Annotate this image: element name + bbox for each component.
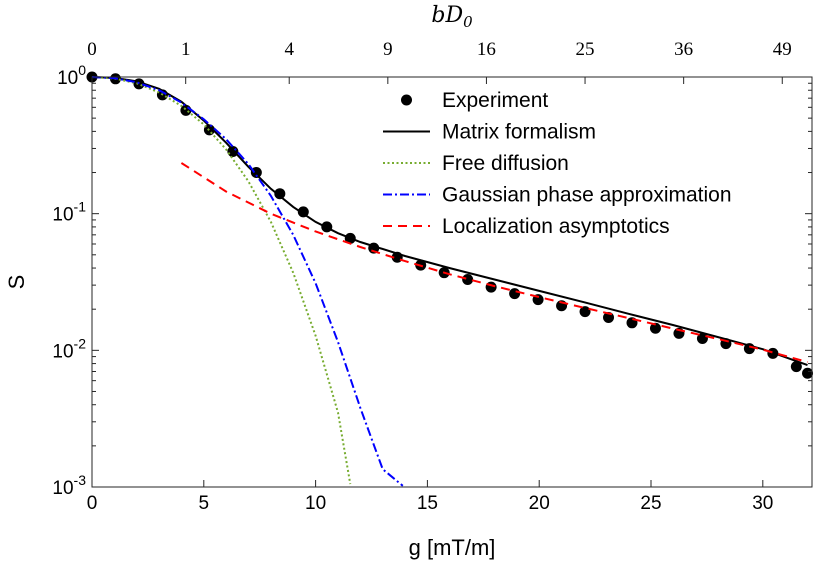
x-tick-label: 25 (640, 493, 661, 514)
series-layer (86, 71, 814, 487)
experiment-point (790, 361, 802, 373)
experiment-point (696, 333, 708, 345)
y-axis-title: S (4, 275, 29, 290)
y-tick-exp: -3 (74, 472, 87, 488)
y-tick-exp: -2 (74, 335, 87, 351)
y-tick-label: 100 (57, 62, 86, 89)
legend-label: Matrix formalism (442, 121, 596, 144)
y-tick-label: 10-3 (52, 472, 86, 499)
experiment-point (509, 288, 521, 300)
legend-label: Localization asymptotics (442, 215, 670, 238)
x-axis-title: g [mT/m] (409, 535, 496, 560)
experiment-point (579, 306, 591, 318)
top-tick-label: 25 (576, 39, 595, 60)
x-tick-label: 30 (752, 493, 773, 514)
legend-label: Gaussian phase approximation (442, 184, 732, 207)
x-tick-label: 20 (529, 493, 550, 514)
experiment-point (462, 273, 474, 285)
top-tick-label: 9 (383, 39, 393, 60)
x-tick-label: 5 (199, 493, 210, 514)
legend: Experiment Matrix formalism Free diffusion… (383, 89, 732, 238)
y-tick-base: 10 (52, 341, 73, 362)
plot-frame (91, 76, 813, 488)
y-tick-base: 10 (52, 478, 73, 499)
y-tick-label: 10-1 (52, 199, 86, 226)
y-tick-base: 10 (57, 68, 78, 89)
experiment-point (802, 367, 814, 379)
top-axis-title-base: bD (431, 3, 463, 28)
experiment-point (274, 188, 286, 200)
legend-marker-experiment (401, 94, 412, 106)
x-tick-label: 10 (305, 493, 326, 514)
experiment-point (649, 322, 661, 334)
x-tick-label: 15 (417, 493, 438, 514)
top-axis-title-sub: 0 (463, 13, 473, 31)
gaussian-phase-approximation-line (91, 76, 404, 487)
top-tick-label: 36 (674, 39, 693, 60)
legend-label: Free diffusion (442, 152, 569, 175)
free-diffusion-line (91, 76, 352, 485)
top-tick-label: 1 (181, 39, 191, 60)
top-tick-label: 49 (773, 39, 792, 60)
legend-label: Experiment (442, 89, 548, 112)
y-tick-label: 10-2 (52, 335, 86, 362)
y-tick-base: 10 (52, 205, 73, 226)
y-tick-exp: -1 (74, 199, 87, 215)
y-tick-exp: 0 (78, 62, 86, 78)
localization-asymptotics-line (180, 162, 808, 364)
top-tick-label: 16 (477, 39, 496, 60)
x-tick-label: 0 (87, 493, 98, 514)
top-tick-label: 0 (87, 39, 97, 60)
top-axis-title: bD0 (431, 3, 473, 31)
top-tick-label: 4 (284, 39, 294, 60)
